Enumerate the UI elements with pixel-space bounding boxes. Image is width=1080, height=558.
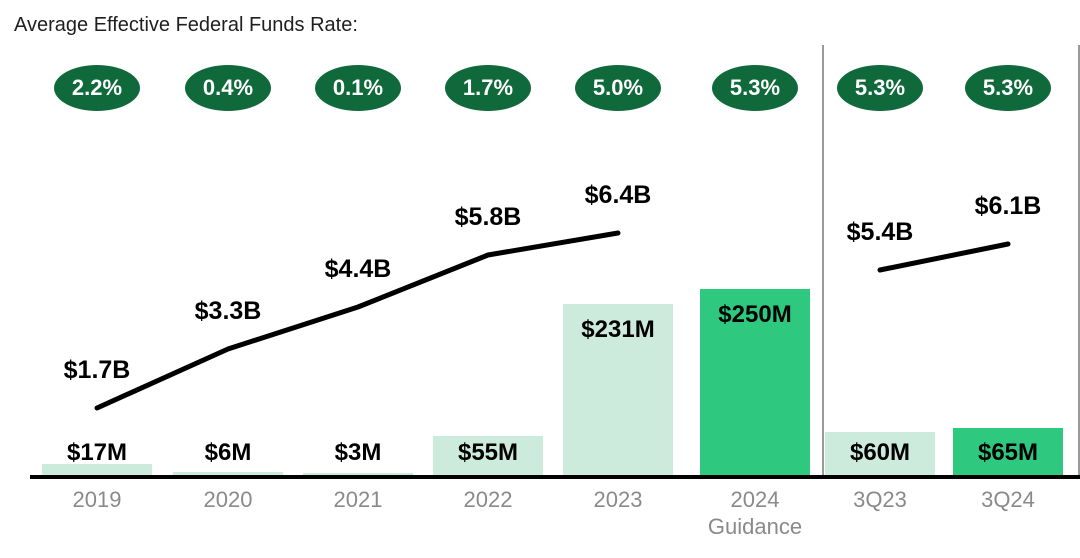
x-axis-label: 2021 — [333, 487, 383, 512]
bar-value-label: $3M — [334, 439, 382, 466]
line-value-label: $3.3B — [194, 296, 262, 325]
rate-badge: 0.1% — [315, 65, 401, 111]
line-value-label: $1.7B — [63, 356, 131, 385]
trend-line — [94, 230, 621, 411]
x-axis-label: 2022 — [463, 487, 513, 512]
bar-value-label: $60M — [849, 439, 911, 466]
bar — [700, 289, 810, 477]
x-axis-label: 3Q24 — [981, 487, 1035, 512]
bar — [953, 428, 1063, 477]
bar-value-label: $250M — [718, 301, 792, 328]
rate-badge: 1.7% — [445, 65, 531, 111]
x-axis-label: 2020 — [203, 487, 253, 512]
bar — [173, 472, 283, 477]
x-axis-line — [30, 475, 1080, 479]
bar-value-label: $17M — [66, 439, 128, 466]
chart-title: Average Effective Federal Funds Rate: — [14, 14, 358, 36]
x-axis-label: 2024 Guidance — [707, 487, 803, 539]
rate-badge: 2.2% — [54, 65, 140, 111]
rate-badge: 5.3% — [965, 65, 1051, 111]
x-axis-label: 3Q23 — [853, 487, 907, 512]
bar-value-label: $231M — [581, 316, 655, 343]
rate-badge: 5.3% — [712, 65, 798, 111]
line-value-label: $5.8B — [454, 203, 522, 232]
line-value-label: $6.4B — [584, 180, 652, 209]
trend-line — [877, 241, 1011, 273]
line-value-label: $4.4B — [324, 255, 392, 284]
x-axis-label: 2019 — [72, 487, 122, 512]
bar-value-label: $55M — [457, 439, 519, 466]
section-divider — [1078, 45, 1080, 477]
rate-badge: 5.3% — [837, 65, 923, 111]
line-value-label: $6.1B — [974, 191, 1042, 220]
section-divider — [822, 45, 824, 477]
x-axis-label: 2023 — [593, 487, 643, 512]
bar — [563, 304, 673, 477]
line-value-label: $5.4B — [846, 218, 914, 247]
bar-value-label: $6M — [204, 439, 252, 466]
rate-badge: 0.4% — [185, 65, 271, 111]
bar-value-label: $65M — [977, 439, 1039, 466]
bar — [42, 464, 152, 477]
bar — [433, 436, 543, 477]
bar — [825, 432, 935, 477]
rate-badge: 5.0% — [575, 65, 661, 111]
